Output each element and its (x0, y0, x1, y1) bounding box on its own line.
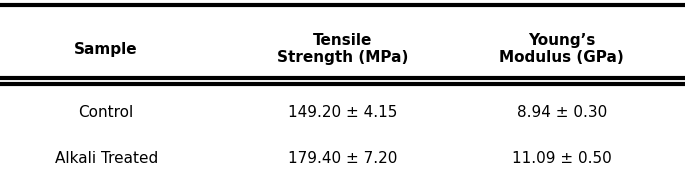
Text: 11.09 ± 0.50: 11.09 ± 0.50 (512, 151, 612, 166)
Text: Young’s
Modulus (GPa): Young’s Modulus (GPa) (499, 33, 624, 65)
Text: 179.40 ± 7.20: 179.40 ± 7.20 (288, 151, 397, 166)
Text: 8.94 ± 0.30: 8.94 ± 0.30 (516, 105, 607, 120)
Text: Control: Control (79, 105, 134, 120)
Text: Alkali Treated: Alkali Treated (55, 151, 158, 166)
Text: 149.20 ± 4.15: 149.20 ± 4.15 (288, 105, 397, 120)
Text: Sample: Sample (75, 42, 138, 57)
Text: Tensile
Strength (MPa): Tensile Strength (MPa) (277, 33, 408, 65)
